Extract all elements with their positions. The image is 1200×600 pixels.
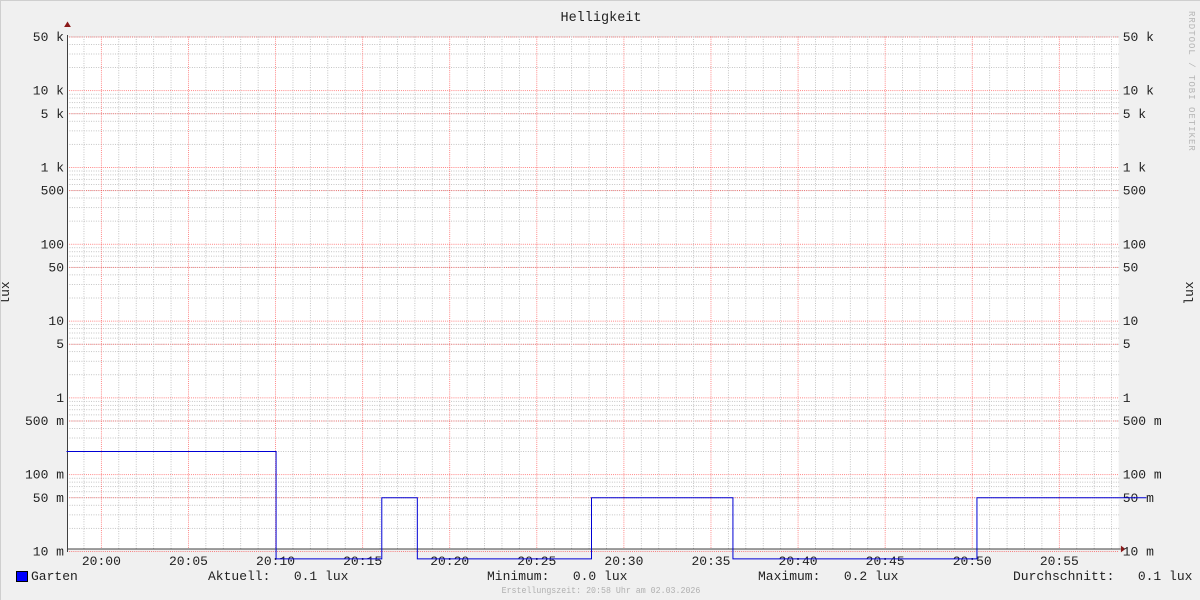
svg-text:100 m: 100 m <box>25 468 64 483</box>
svg-text:1 k: 1 k <box>41 160 65 175</box>
svg-text:50 k: 50 k <box>33 30 64 45</box>
svg-text:500 m: 500 m <box>1123 414 1162 429</box>
svg-text:lux: lux <box>1182 281 1197 305</box>
svg-text:20:15: 20:15 <box>343 554 382 569</box>
svg-text:50 m: 50 m <box>33 491 64 506</box>
svg-text:10: 10 <box>1123 314 1139 329</box>
svg-text:50 k: 50 k <box>1123 30 1154 45</box>
svg-text:100: 100 <box>1123 237 1146 252</box>
svg-text:50: 50 <box>1123 260 1139 275</box>
svg-text:20:45: 20:45 <box>866 554 905 569</box>
svg-text:20:55: 20:55 <box>1040 554 1079 569</box>
svg-text:1: 1 <box>1123 391 1131 406</box>
svg-text:10 k: 10 k <box>1123 84 1154 99</box>
svg-text:10 k: 10 k <box>33 84 64 99</box>
svg-text:20:20: 20:20 <box>430 554 469 569</box>
svg-text:100 m: 100 m <box>1123 468 1162 483</box>
svg-text:lux: lux <box>1 281 13 305</box>
svg-text:5: 5 <box>1123 337 1131 352</box>
svg-text:10 m: 10 m <box>33 544 64 559</box>
svg-text:20:30: 20:30 <box>604 554 643 569</box>
svg-text:500: 500 <box>1123 184 1146 199</box>
svg-text:1 k: 1 k <box>1123 160 1147 175</box>
svg-text:20:00: 20:00 <box>82 554 121 569</box>
svg-text:500 m: 500 m <box>25 414 64 429</box>
svg-text:20:25: 20:25 <box>517 554 556 569</box>
svg-text:20:50: 20:50 <box>953 554 992 569</box>
svg-text:5 k: 5 k <box>41 107 65 122</box>
svg-text:5: 5 <box>56 337 64 352</box>
svg-text:100: 100 <box>41 237 64 252</box>
svg-text:50: 50 <box>48 260 64 275</box>
svg-text:10 m: 10 m <box>1123 544 1154 559</box>
svg-text:20:10: 20:10 <box>256 554 295 569</box>
svg-text:20:40: 20:40 <box>779 554 818 569</box>
svg-text:20:05: 20:05 <box>169 554 208 569</box>
svg-text:10: 10 <box>48 314 64 329</box>
svg-text:500: 500 <box>41 184 64 199</box>
svg-text:20:35: 20:35 <box>691 554 730 569</box>
svg-text:1: 1 <box>56 391 64 406</box>
svg-text:5 k: 5 k <box>1123 107 1147 122</box>
